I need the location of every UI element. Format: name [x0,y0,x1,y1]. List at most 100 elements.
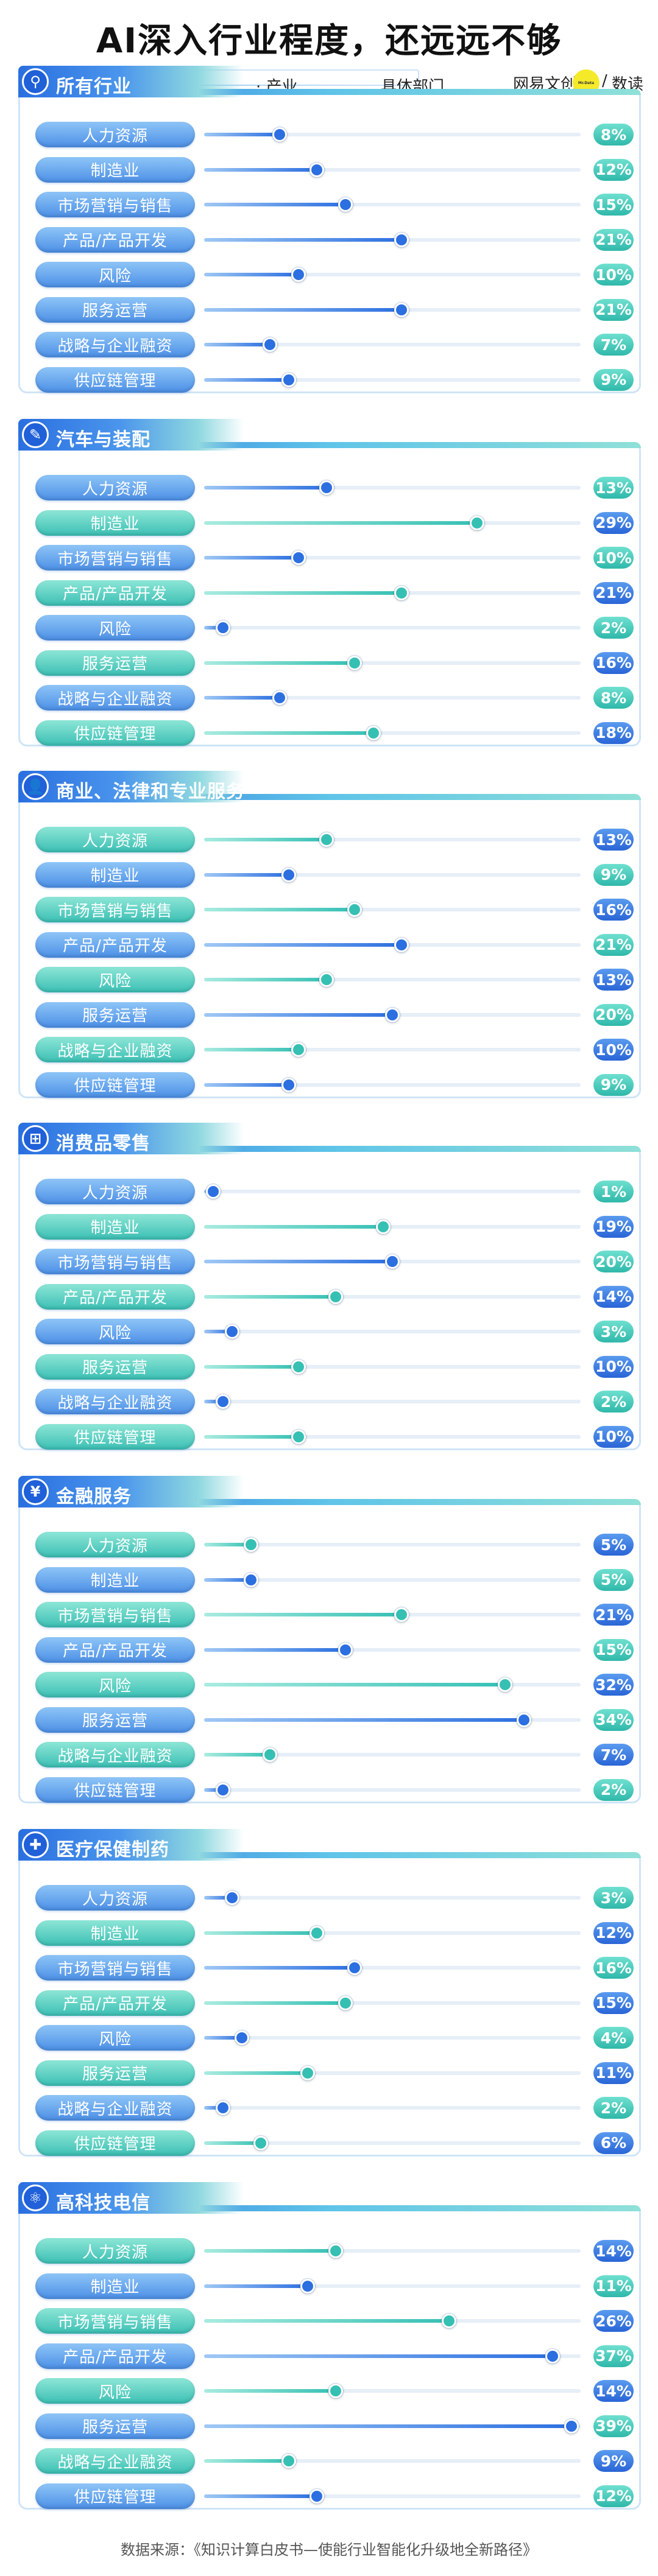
bar [204,2494,317,2498]
category-label: 战略与企业融资 [35,2448,195,2474]
category-label: 制造业 [35,156,195,183]
value-label: 6% [593,2132,634,2154]
bar-track [204,2030,581,2045]
bar [204,1543,252,1546]
bar [204,1613,402,1616]
category-label: 人力资源 [35,1885,195,1911]
person-icon: 👤 [22,773,49,800]
bar-marker [319,972,334,987]
value-label: 21% [593,298,634,321]
value-label: 8% [593,687,634,709]
value-label: 1% [593,1181,634,1202]
bar-track [204,2100,581,2115]
bar-marker [291,1429,306,1444]
value-label: 16% [593,899,634,921]
bar [204,1788,223,1792]
bar [204,1966,355,1970]
bar [204,2249,336,2253]
value-label: 12% [593,158,634,181]
bar [204,942,402,947]
bar-track [204,1607,581,1622]
data-source: 数据来源：《知识计算白皮书—使能行业智能化升级地全新路径》 [121,2541,537,2558]
value-label: 16% [593,651,634,674]
bar-track [204,162,581,177]
category-label: 市场营销与销售 [35,1249,195,1274]
bar-track [204,902,581,917]
panel-header [18,1123,244,1154]
bar-track [204,2488,581,2504]
bar [204,731,374,735]
bar-marker [300,2065,315,2080]
bar-marker [215,620,230,635]
panel-title: 商业、法律和专业服务 [56,781,245,802]
value-label: 9% [593,1073,634,1096]
bar-track [204,1394,581,1409]
value-label: 10% [593,264,634,286]
bar-row: 市场营销与销售 15% [18,189,637,220]
bar-row: 战略与企业融资 9% [18,2446,637,2476]
bar-track [204,232,581,247]
value-label: 5% [593,1568,634,1591]
bar-track [204,1642,581,1657]
category-label: 产品/产品开发 [35,932,195,958]
panel-5: ✚ 医疗保健制药 人力资源 3% 制造业 12% 市场营销与销售 16% 产品/产品开发 15% 风… [18,1829,641,2158]
bar-row: 市场营销与销售 20% [18,1246,637,1277]
bar-row: 服务运营 16% [18,648,637,678]
category-label: 风险 [35,1319,195,1344]
bar [204,1578,252,1582]
bar-track [204,2135,581,2150]
bar [204,1648,345,1652]
bar-marker [470,515,485,530]
bar-marker [263,337,278,352]
category-label: 市场营销与销售 [35,545,195,570]
value-label: 10% [593,547,634,569]
bar [204,237,402,242]
bar-row: 服务运营 34% [18,1705,637,1735]
bar-track [204,1890,581,1905]
bar [204,2036,242,2040]
bar-marker [319,832,334,847]
category-label: 产品/产品开发 [35,580,195,606]
category-label: 战略与企业融资 [35,1742,195,1767]
bar-row: 产品/产品开发 21% [18,578,637,608]
category-label: 制造业 [35,1213,195,1240]
panel-title: 汽车与装配 [56,429,150,451]
bar-marker [244,1537,259,1552]
bar [204,1260,392,1263]
bar-marker [328,2384,344,2398]
value-label: 16% [593,1957,634,1979]
bar [204,872,289,877]
bar-track [204,1429,581,1444]
bar-marker [291,267,306,282]
wrench-icon: ✎ [22,421,49,448]
category-label: 供应链管理 [35,720,195,746]
bar-track [204,372,581,387]
bar [204,1434,299,1439]
bar [204,591,402,595]
value-label: 3% [593,1887,634,1909]
bar-marker [291,1359,306,1374]
panel-header [18,66,244,97]
bar-track [204,1359,581,1374]
yen-icon: ¥ [22,1478,49,1505]
bar-marker [366,725,381,740]
bar-track [204,937,581,952]
bar-marker [253,2135,268,2150]
value-label: 11% [593,2275,634,2297]
value-label: 21% [593,933,634,956]
value-label: 12% [593,1921,634,1944]
bar [204,1224,383,1229]
bar [204,838,327,841]
bar-track [204,655,581,670]
bar [204,1896,233,1900]
bar-track [204,1219,581,1234]
bar [204,2354,553,2358]
value-label: 4% [593,2027,634,2049]
value-label: 15% [593,1638,634,1661]
bar-row: 市场营销与销售 10% [18,542,637,573]
value-label: 14% [593,1285,634,1308]
value-label: 9% [593,863,634,886]
value-label: 9% [593,368,634,391]
bar [204,273,299,276]
bar-track [204,1960,581,1975]
